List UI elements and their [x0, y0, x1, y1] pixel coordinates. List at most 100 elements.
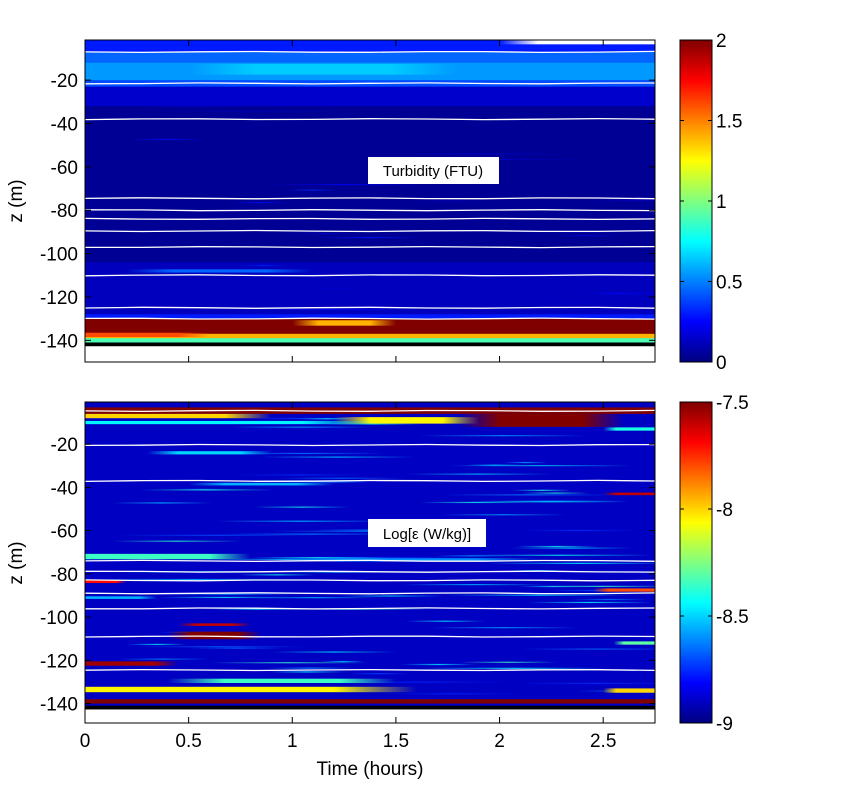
heatmap-feature [85, 686, 417, 693]
dissipation-panel: 0 0.5 1 1.5 2 2.5 -20 -40 -60 -80 -100 -120 -140 -9 -8… [40, 393, 749, 752]
x-axis-label: Time (hours) [317, 759, 424, 780]
isopycnal-line [85, 479, 655, 483]
y-tick-label: -100 [40, 608, 78, 629]
profile-band [85, 86, 655, 107]
texture-streak [266, 667, 356, 669]
top-y-axis-label: z (m) [6, 179, 27, 222]
texture-streak [253, 506, 350, 508]
texture-streak [111, 540, 242, 542]
isopycnal-line [85, 217, 655, 221]
y-tick-label: -100 [40, 245, 78, 266]
turbidity-label: Turbidity (FTU) [383, 163, 483, 180]
heatmap-feature [85, 661, 179, 666]
texture-streak [286, 232, 364, 235]
isopycnal-line [85, 409, 655, 413]
y-tick-label: -140 [40, 331, 78, 352]
texture-streak [513, 489, 571, 491]
texture-streak [348, 673, 412, 675]
dissipation-label: Log[ε (W/kg)] [383, 526, 471, 543]
y-tick-label: -20 [51, 435, 78, 456]
texture-streak [271, 651, 397, 653]
texture-streak [528, 601, 652, 604]
isopycnal-line [85, 117, 655, 121]
isopycnal-line [85, 559, 655, 563]
isopycnal-line [85, 50, 655, 54]
profile-band [85, 342, 655, 347]
texture-streak [328, 681, 509, 683]
texture-streak [230, 201, 289, 204]
heatmap-feature [85, 332, 210, 338]
texture-streak [401, 663, 476, 666]
texture-streak [570, 598, 649, 601]
heatmap-feature [188, 482, 334, 486]
y-tick-label: -80 [51, 201, 78, 222]
isopycnal-line [85, 317, 655, 320]
texture-streak [240, 264, 287, 267]
texture-streak [418, 435, 588, 437]
texture-streak [406, 620, 485, 622]
y-tick-label: -140 [40, 695, 78, 716]
texture-streak [401, 153, 579, 155]
heatmap-feature [85, 407, 655, 414]
profile-band [85, 338, 655, 343]
texture-streak [140, 489, 274, 491]
isopycnal-line [85, 306, 655, 309]
isopycnal-line [85, 229, 655, 233]
colorbar-tick-label: 0 [716, 353, 727, 374]
texture-streak [226, 452, 385, 455]
texture-streak [443, 494, 616, 496]
heatmap-feature [499, 40, 655, 45]
heatmap-feature [271, 558, 541, 562]
texture-streak [93, 578, 296, 581]
heatmap-feature [458, 413, 624, 427]
texture-streak [220, 533, 405, 535]
heatmap-feature [85, 413, 272, 419]
profile-band [85, 705, 655, 710]
texture-streak [516, 545, 597, 548]
isopycnal-line [85, 197, 655, 200]
y-tick-label: -40 [51, 114, 78, 135]
texture-streak [229, 426, 372, 428]
x-tick-label: 0.5 [175, 731, 201, 752]
isopycnal-line [85, 668, 655, 672]
texture-streak [521, 529, 638, 532]
texture-streak [134, 106, 250, 108]
texture-streak [117, 534, 318, 536]
texture-streak [440, 514, 566, 516]
texture-streak [554, 235, 619, 237]
texture-streak [487, 562, 655, 564]
texture-streak [165, 593, 293, 595]
colorbar-tick-label: 0.5 [716, 273, 742, 294]
colorbar-tick-label: 2 [716, 31, 727, 52]
turbidity-panel: -20 -40 -60 -80 -100 -120 -140 0 0.5 1 1.5 2 [40, 31, 742, 374]
texture-streak [422, 667, 606, 669]
heatmap-feature [85, 553, 251, 560]
heatmap-feature [292, 320, 396, 326]
texture-streak [170, 488, 232, 490]
texture-streak [589, 199, 655, 201]
heatmap [85, 40, 655, 362]
texture-streak [250, 557, 385, 559]
texture-streak [531, 585, 655, 587]
texture-streak [481, 500, 629, 502]
colorbar-tick-label: 1.5 [716, 112, 742, 133]
texture-streak [237, 474, 363, 476]
isopycnal-line [85, 209, 655, 212]
heatmap-feature [613, 641, 655, 645]
texture-streak [420, 501, 529, 504]
heatmap-feature [333, 417, 479, 424]
heatmap-feature [603, 688, 655, 693]
texture-streak [338, 595, 444, 597]
heatmap [85, 402, 655, 723]
texture-streak [448, 465, 632, 467]
isopycnal-line [85, 635, 655, 638]
texture-streak [211, 662, 368, 664]
x-tick-label: 1.5 [383, 731, 409, 752]
colorbar: -9 -8.5 -8 -7.5 [679, 393, 749, 735]
heatmap-feature [167, 631, 262, 640]
y-tick-label: -20 [51, 71, 78, 92]
profile-band [85, 314, 655, 320]
texture-streak [188, 647, 286, 649]
isopycnal-line [85, 274, 655, 277]
